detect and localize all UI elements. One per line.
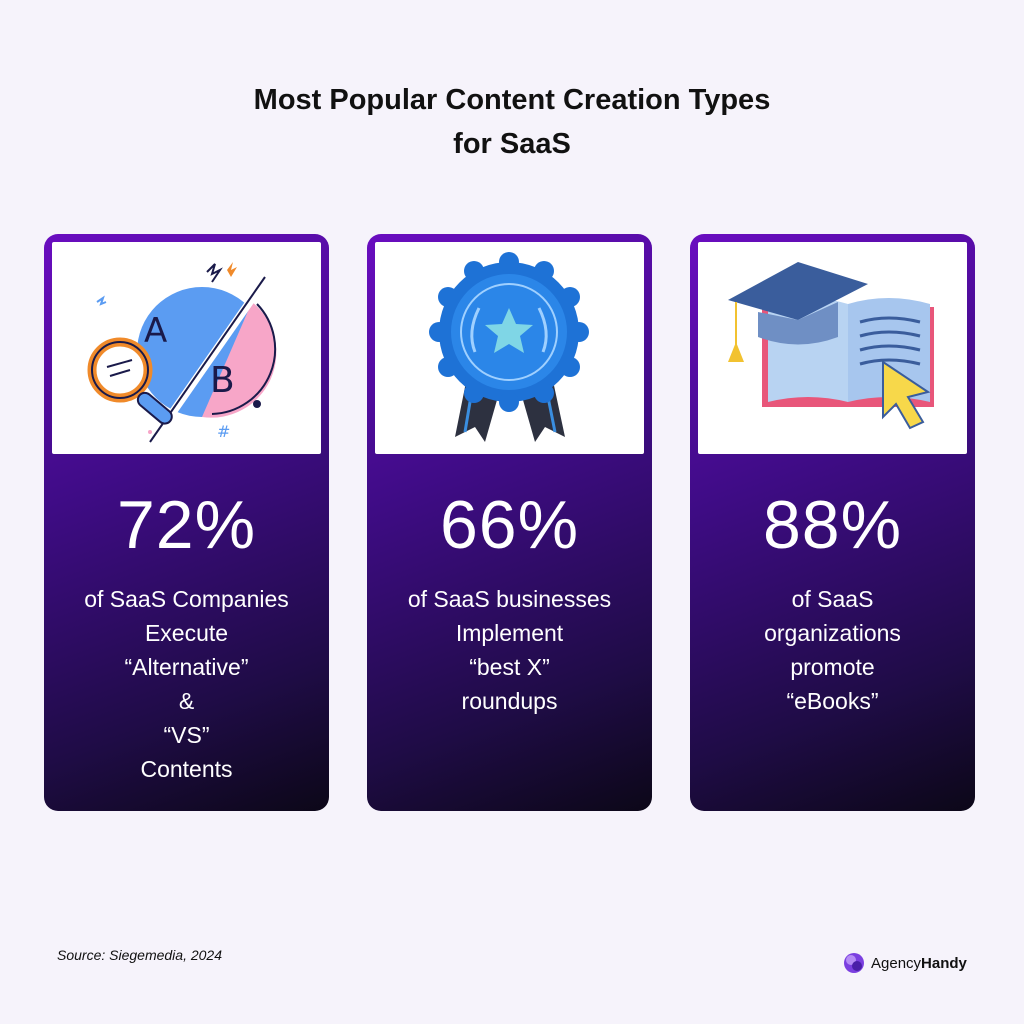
desc-line: of SaaS businesses xyxy=(407,586,612,612)
stat-percent: 88% xyxy=(762,487,903,563)
desc-line: promote xyxy=(790,654,875,680)
stat-card-best-x: 66% of SaaS businesses Implement “best X… xyxy=(367,234,652,811)
card-image-panel xyxy=(375,242,644,454)
desc-line: roundups xyxy=(461,688,558,714)
desc-line: organizations xyxy=(764,620,901,646)
title-line-2: for SaaS xyxy=(453,128,571,160)
stat-card-alternative-vs: A B # 72% of SaaS Companies Execute “Alt… xyxy=(44,234,329,811)
desc-line: Implement xyxy=(455,620,564,646)
stat-percent: 72% xyxy=(116,487,257,563)
card-image-panel: A B # xyxy=(52,242,321,454)
desc-line: Contents xyxy=(140,756,233,782)
stat-description: of SaaS businesses Implement “best X” ro… xyxy=(367,582,652,718)
award-ribbon-icon xyxy=(429,252,589,442)
svg-text:B: B xyxy=(210,360,235,401)
graduation-book-icon xyxy=(728,262,934,430)
desc-line: & xyxy=(178,688,195,714)
ab-test-magnifier-icon: A B # xyxy=(87,262,277,445)
stat-card-ebooks: 88% of SaaS organizations promote “eBook… xyxy=(690,234,975,811)
page-title: Most Popular Content Creation Types for … xyxy=(0,78,1024,166)
brand-logo[interactable]: Agency Handy xyxy=(843,952,967,974)
brand-name-part2: Handy xyxy=(921,954,967,972)
desc-line: “VS” xyxy=(163,722,210,748)
desc-line: “best X” xyxy=(469,654,550,680)
source-note: Source: Siegemedia, 2024 xyxy=(57,947,222,963)
desc-line: “eBooks” xyxy=(786,688,879,714)
card-image-panel xyxy=(698,242,967,454)
brand-name-part1: Agency xyxy=(871,954,922,972)
stat-description: of SaaS organizations promote “eBooks” xyxy=(690,582,975,718)
agency-handy-logo-icon xyxy=(844,953,864,973)
title-line-1: Most Popular Content Creation Types xyxy=(253,84,771,116)
desc-line: of SaaS xyxy=(791,586,874,612)
stat-percent: 66% xyxy=(439,487,580,563)
desc-line: “Alternative” xyxy=(124,654,249,680)
stat-description: of SaaS Companies Execute “Alternative” … xyxy=(44,582,329,786)
desc-line: of SaaS Companies xyxy=(84,586,289,612)
svg-text:A: A xyxy=(144,311,167,351)
desc-line: Execute xyxy=(144,620,229,646)
svg-text:#: # xyxy=(217,422,230,441)
